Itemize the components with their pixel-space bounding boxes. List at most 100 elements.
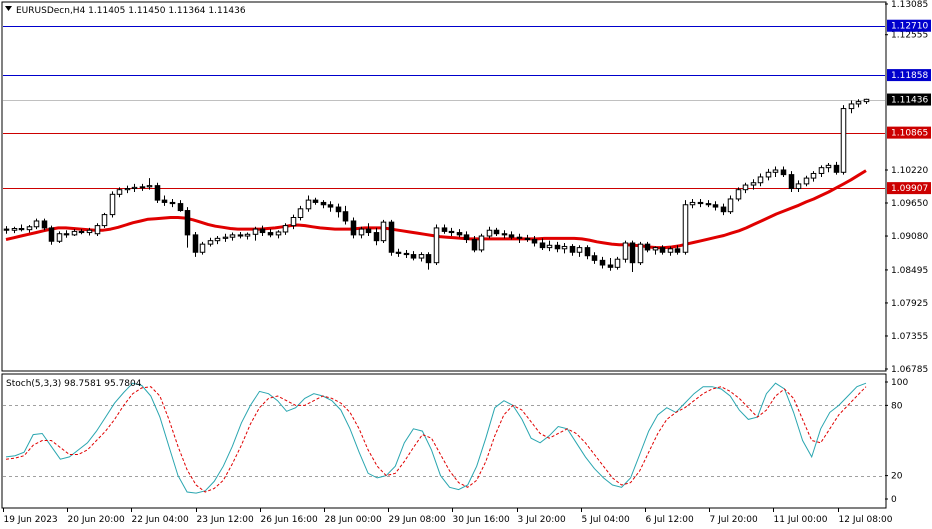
candle <box>441 224 448 234</box>
candle <box>177 200 184 212</box>
time-tick-label: 3 Jul 20:00 <box>518 515 567 525</box>
time-tick-label: 12 Jul 08:00 <box>839 515 893 525</box>
candle-body <box>644 243 651 251</box>
candle-body <box>192 234 199 253</box>
candle-body <box>780 169 787 176</box>
candle <box>576 245 583 257</box>
time-tick-label: 26 Jun 16:00 <box>261 515 318 525</box>
candle <box>161 195 168 206</box>
candle-body <box>554 244 561 250</box>
candle-body <box>71 230 78 236</box>
candle <box>365 223 372 237</box>
candle-body <box>818 167 825 174</box>
candle <box>697 198 704 208</box>
price-tag-3 <box>887 126 931 139</box>
time-tick-label: 22 Jun 04:00 <box>132 515 189 525</box>
candle-body <box>41 220 48 229</box>
candle <box>855 99 862 108</box>
candle-body <box>705 203 712 206</box>
candle-body <box>124 188 131 191</box>
candle <box>478 233 485 253</box>
candle <box>803 175 810 187</box>
candle-body <box>471 239 478 251</box>
candle <box>569 244 576 256</box>
candle <box>561 242 568 254</box>
time-tick-label: 29 Jun 08:00 <box>389 515 446 525</box>
candle <box>146 178 153 190</box>
candle <box>41 218 48 231</box>
candle <box>689 198 696 209</box>
candle-body <box>169 201 176 205</box>
candle-body <box>26 226 33 231</box>
candle <box>659 245 666 255</box>
candle-body <box>373 232 380 242</box>
candle-body <box>855 101 862 105</box>
time-tick-label: 5 Jul 04:00 <box>582 515 631 525</box>
candle-body <box>275 231 282 236</box>
candle-body <box>803 177 810 185</box>
stoch-tick-label: 0 <box>891 495 897 505</box>
candle <box>757 173 764 187</box>
stoch-info: Stoch(5,3,3) 98.7581 95.7804 <box>6 379 142 389</box>
candle <box>667 246 674 256</box>
symbol-dropdown-icon[interactable] <box>5 6 12 11</box>
stoch-panel[interactable] <box>1 373 887 509</box>
candle <box>237 231 244 239</box>
candle-body <box>539 242 546 249</box>
candle-body <box>493 229 500 235</box>
candle <box>78 229 85 235</box>
candle-body <box>765 171 772 178</box>
symbol-info: EURUSDecn,H4 1.11405 1.11450 1.11364 1.1… <box>16 6 246 16</box>
candle-body <box>810 172 817 179</box>
candle <box>169 198 176 208</box>
candle <box>3 226 10 234</box>
stoch-main-line[interactable] <box>5 382 867 494</box>
candle <box>848 100 855 114</box>
candle <box>607 258 614 271</box>
price-tick-label: 1.13085 <box>891 0 928 10</box>
candle-body <box>320 201 327 206</box>
candle-body <box>652 247 659 251</box>
candle-body <box>3 228 10 231</box>
candle-body <box>674 248 681 253</box>
candle-body <box>350 220 357 236</box>
candle <box>222 233 229 242</box>
candle-body <box>448 230 455 234</box>
candle <box>275 230 282 239</box>
candle <box>184 207 191 248</box>
candle <box>788 171 795 193</box>
candle-body <box>546 244 553 249</box>
candle-body <box>637 243 644 264</box>
candle-body <box>297 208 304 218</box>
candle <box>614 256 621 270</box>
candle <box>26 225 33 233</box>
price-tick-label: 1.09650 <box>891 199 928 209</box>
candle-body <box>599 259 606 266</box>
price-tags: 1.12710 1.11858 1.11436 1.10865 1.09907 <box>887 19 931 195</box>
candle-body <box>18 228 25 231</box>
candle <box>410 251 417 261</box>
candle <box>290 214 297 230</box>
candle-body <box>335 206 342 213</box>
candle-body <box>516 236 523 239</box>
price-tag-0 <box>887 19 931 32</box>
price-tick-label: 1.09080 <box>891 232 928 242</box>
candle-body <box>237 234 244 237</box>
stoch-tick-label: 80 <box>891 401 903 411</box>
candle <box>131 183 138 193</box>
candle <box>71 229 78 237</box>
price-tag-label-3: 1.10865 <box>891 129 928 139</box>
candle <box>471 236 478 253</box>
candle-body <box>63 233 70 236</box>
candle-body <box>282 225 289 233</box>
candle-body <box>403 252 410 256</box>
price-tick-label: 1.08495 <box>891 266 928 276</box>
candle <box>267 229 274 238</box>
candle-body <box>388 221 395 253</box>
price-tick-label: 1.07355 <box>891 332 928 342</box>
candle-body <box>591 255 598 261</box>
candle <box>116 187 123 198</box>
candle <box>56 231 63 243</box>
candle-body <box>214 237 221 242</box>
